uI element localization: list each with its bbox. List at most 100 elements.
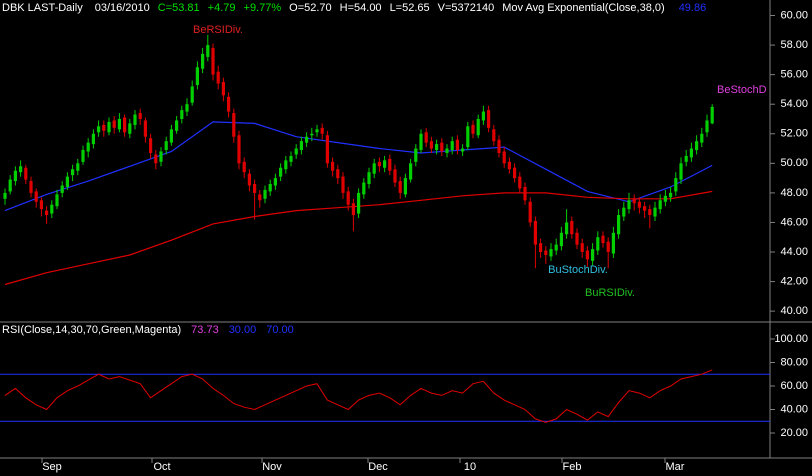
candle-body	[320, 127, 324, 134]
x-tick-label: Oct	[153, 461, 170, 473]
candle-body	[611, 232, 615, 254]
candle-body	[627, 200, 631, 210]
candle-body	[112, 120, 116, 128]
candle-body	[201, 53, 205, 69]
candle-body	[632, 198, 636, 204]
candle-body	[585, 250, 589, 260]
y-tick-label: 44.00	[780, 246, 808, 258]
annotation: BeStochD	[717, 84, 767, 96]
y-tick-label: 56.00	[780, 69, 808, 81]
candle-body	[81, 150, 85, 162]
x-tick-label: Sep	[42, 461, 62, 473]
candle-body	[117, 118, 121, 130]
candle-body	[596, 237, 600, 251]
candle-body	[689, 148, 693, 158]
rsi-level-label: 30.00	[229, 324, 257, 336]
candle-body	[533, 220, 537, 245]
candle-body	[133, 114, 137, 125]
candle-body	[539, 243, 543, 253]
y-tick-label: 40.00	[780, 305, 808, 317]
chart-date: 03/16/2010	[95, 2, 150, 14]
candle-body	[65, 176, 69, 187]
candle-body	[97, 126, 101, 133]
candle-body	[559, 232, 563, 247]
candle-body	[180, 110, 184, 119]
candle-body	[705, 120, 709, 133]
candle-body	[424, 132, 428, 143]
candle-body	[455, 139, 459, 151]
candle-body	[403, 178, 407, 195]
candle-body	[50, 204, 54, 214]
candle-body	[211, 48, 215, 75]
header-field: C=53.81	[158, 2, 200, 14]
candle-body	[216, 71, 220, 84]
candle-body	[591, 249, 595, 261]
candle-body	[575, 232, 579, 245]
candle-body	[310, 133, 314, 136]
candle-body	[258, 194, 262, 201]
y-tick-label: 100.00	[774, 333, 808, 345]
candle-body	[299, 141, 303, 151]
candle-body	[143, 120, 147, 137]
candle-body	[253, 184, 257, 193]
candle-body	[154, 154, 158, 164]
header-field: +9.77%	[244, 2, 282, 14]
candle-body	[461, 148, 465, 152]
candle-body	[175, 120, 179, 131]
candle-body	[372, 163, 376, 174]
candle-body	[617, 215, 621, 235]
indicator-name: Mov Avg Exponential(Close,38,0)	[502, 2, 664, 14]
candle-body	[273, 178, 277, 186]
candle-body	[643, 206, 647, 211]
candle-body	[674, 178, 678, 192]
candle-body	[128, 123, 132, 134]
candle-body	[669, 192, 673, 198]
candle-body	[393, 169, 397, 183]
candle-body	[159, 151, 163, 162]
candle-body	[284, 160, 288, 170]
candle-body	[8, 179, 12, 192]
candle-body	[440, 142, 444, 152]
candle-body	[549, 249, 553, 257]
candle-body	[263, 189, 267, 199]
candle-body	[221, 82, 225, 96]
candle-body	[351, 203, 355, 216]
candle-body	[663, 195, 667, 202]
candle-body	[383, 160, 387, 168]
candle-body	[325, 135, 329, 164]
candle-body	[476, 118, 480, 136]
candle-body	[466, 126, 470, 148]
annotation: BeRSIDiv.	[193, 24, 243, 36]
candle-body	[362, 182, 366, 195]
candle-body	[570, 220, 574, 235]
candle-body	[518, 176, 522, 189]
candle-body	[227, 96, 231, 112]
candle-body	[315, 129, 319, 133]
rsi-level-label: 70.00	[266, 324, 294, 336]
x-tick-label: 10	[464, 461, 476, 473]
candle-body	[450, 141, 454, 151]
y-tick-label: 50.00	[780, 157, 808, 169]
candle-body	[289, 155, 293, 162]
candle-body	[357, 192, 361, 214]
candle-body	[24, 167, 28, 180]
candle-body	[658, 200, 662, 210]
candle-body	[388, 158, 392, 171]
header-field: +4.79	[208, 2, 236, 14]
rsi-line	[4, 369, 713, 423]
indicator-value: 49.86	[679, 2, 707, 14]
candle-body	[580, 243, 584, 253]
x-tick-label: Feb	[563, 461, 582, 473]
candle-body	[507, 161, 511, 170]
y-tick-label: 60.00	[780, 9, 808, 21]
candle-body	[554, 244, 558, 251]
candle-body	[409, 163, 413, 180]
rsi-title: RSI(Close,14,30,70,Green,Magenta)	[2, 324, 181, 336]
candle-body	[377, 161, 381, 167]
candle-body	[45, 210, 49, 216]
x-tick-label: Mar	[666, 461, 685, 473]
candle-body	[138, 113, 142, 119]
candle-body	[435, 144, 439, 151]
